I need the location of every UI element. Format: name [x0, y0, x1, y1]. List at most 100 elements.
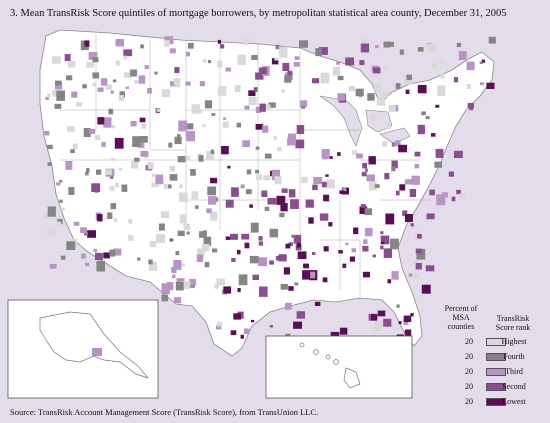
county-patch	[199, 231, 207, 238]
county-patch	[195, 205, 199, 209]
county-patch	[89, 128, 96, 134]
county-patch	[453, 77, 459, 83]
county-patch	[147, 88, 152, 94]
county-patch	[237, 249, 241, 255]
county-patch	[54, 103, 62, 109]
county-patch	[216, 60, 223, 68]
county-patch	[174, 67, 180, 73]
county-patch	[375, 45, 379, 49]
county-patch	[479, 61, 483, 65]
county-patch	[147, 162, 154, 170]
county-patch	[47, 206, 56, 217]
county-patch	[345, 57, 355, 66]
county-patch	[56, 182, 61, 186]
county-patch	[206, 208, 212, 214]
county-patch	[121, 184, 128, 192]
county-patch	[171, 267, 177, 273]
county-patch	[186, 155, 190, 160]
county-patch	[181, 281, 191, 289]
county-patch	[243, 328, 250, 335]
county-patch	[230, 330, 237, 336]
county-patch	[110, 158, 115, 161]
county-patch	[396, 190, 400, 196]
county-patch	[355, 88, 364, 97]
county-patch	[426, 213, 435, 220]
county-patch	[459, 193, 467, 200]
legend-label: Second	[502, 382, 526, 391]
county-patch	[486, 82, 495, 89]
county-patch	[426, 43, 435, 51]
county-patch	[271, 58, 279, 65]
county-patch	[164, 40, 170, 47]
county-patch	[85, 171, 89, 176]
county-patch	[68, 187, 75, 195]
county-patch	[210, 177, 218, 184]
county-patch	[110, 203, 117, 210]
county-patch	[448, 171, 454, 177]
county-patch	[72, 143, 78, 150]
county-patch	[131, 161, 139, 169]
county-patch	[425, 116, 430, 120]
county-patch	[390, 238, 399, 250]
county-patch	[467, 103, 474, 109]
county-patch	[288, 189, 296, 198]
county-patch	[293, 234, 302, 244]
county-patch	[144, 65, 149, 70]
county-patch	[315, 48, 322, 57]
county-patch	[282, 62, 290, 71]
county-patch	[376, 97, 385, 106]
county-patch	[362, 245, 369, 252]
county-patch	[342, 263, 347, 268]
county-patch	[398, 144, 407, 153]
alaska-shape	[39, 311, 150, 379]
county-patch	[274, 176, 282, 185]
county-patch	[132, 136, 141, 147]
county-patch	[339, 190, 345, 194]
county-patch	[101, 78, 108, 86]
county-patch	[406, 74, 412, 81]
county-patch	[345, 242, 349, 246]
county-patch	[94, 135, 101, 140]
county-patch	[206, 151, 215, 161]
county-patch	[417, 47, 424, 52]
county-patch	[283, 267, 290, 275]
county-patch	[66, 75, 73, 81]
county-patch	[281, 89, 285, 93]
county-patch	[337, 152, 341, 156]
county-patch	[251, 55, 258, 60]
county-patch	[84, 232, 88, 236]
county-patch	[241, 233, 250, 240]
county-patch	[395, 140, 401, 147]
county-patch	[140, 44, 144, 49]
county-patch	[237, 288, 241, 293]
county-patch	[319, 213, 329, 221]
county-patch	[179, 214, 187, 224]
county-patch	[118, 95, 125, 101]
county-patch	[199, 110, 203, 114]
county-patch	[83, 128, 91, 137]
county-patch	[217, 39, 222, 44]
county-patch	[49, 263, 57, 269]
county-patch	[314, 301, 321, 306]
county-patch	[134, 80, 139, 84]
county-patch	[323, 246, 329, 252]
county-patch	[318, 47, 328, 55]
county-patch	[73, 221, 80, 226]
county-patch	[237, 54, 246, 66]
county-patch	[380, 245, 384, 250]
county-patch	[178, 120, 187, 132]
county-patch	[451, 196, 456, 202]
county-patch	[364, 168, 368, 173]
county-patch	[103, 117, 112, 128]
county-patch	[173, 297, 182, 304]
county-patch	[277, 147, 282, 152]
county-patch	[255, 169, 259, 174]
county-patch	[299, 40, 308, 48]
county-patch	[225, 236, 230, 240]
county-patch	[377, 310, 386, 317]
county-patch	[410, 223, 414, 227]
county-patch	[96, 260, 106, 272]
legend-percent: 20	[465, 337, 473, 346]
county-patch	[429, 189, 435, 196]
